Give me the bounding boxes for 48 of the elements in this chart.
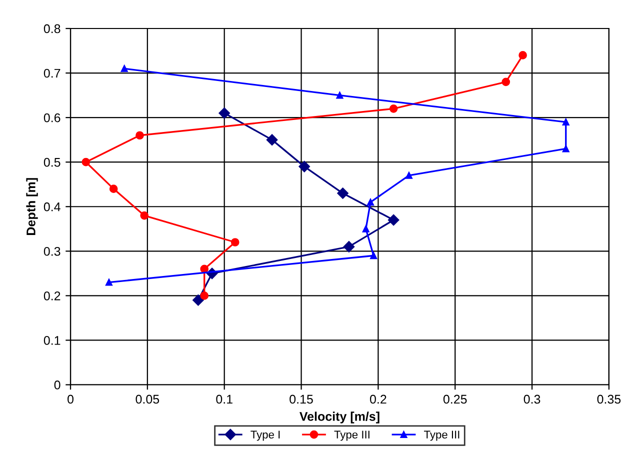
point [336, 92, 344, 99]
point [388, 214, 400, 226]
x-tick-label: 0.2 [370, 394, 386, 404]
legend-label: Type III [334, 430, 370, 441]
y-tick-label: 0 [54, 380, 60, 390]
point [518, 51, 527, 60]
point [82, 158, 90, 166]
point [362, 225, 370, 232]
point [192, 294, 204, 306]
point [298, 160, 310, 172]
point [136, 131, 144, 140]
x-axis-title: Velocity [m/s] [300, 412, 380, 424]
x-tick-label: 0.15 [290, 394, 313, 404]
y-tick-label: 0.2 [44, 291, 60, 300]
x-tick-label: 0.25 [443, 394, 467, 404]
y-tick-label: 0.1 [44, 336, 60, 345]
point [370, 252, 378, 260]
point [109, 184, 118, 193]
y-tick-label: 0.4 [44, 202, 60, 212]
point [405, 172, 412, 179]
point [337, 188, 348, 199]
point [200, 264, 209, 274]
point [140, 211, 149, 220]
y-tick-label: 0.6 [44, 113, 60, 122]
point [200, 292, 209, 300]
point [230, 238, 240, 246]
point [562, 145, 570, 152]
x-tick-label: 0.3 [524, 394, 540, 404]
legend-label: Type I [250, 430, 280, 441]
x-tick-label: 0.1 [216, 394, 232, 404]
y-axis-title: Depth [m] [26, 178, 38, 235]
y-tick-label: 0.3 [44, 246, 60, 256]
point [218, 108, 230, 119]
point [389, 104, 398, 113]
x-tick-label: 0 [68, 394, 74, 404]
point [105, 278, 112, 286]
point [343, 241, 355, 252]
legend-label: Type III [424, 430, 460, 441]
point [266, 134, 278, 146]
point [367, 198, 374, 206]
y-tick-label: 0.8 [44, 24, 60, 34]
point [120, 65, 128, 72]
point [562, 118, 570, 126]
y-tick-label: 0.7 [44, 68, 60, 78]
x-tick-label: 0.05 [136, 394, 160, 404]
point [502, 78, 510, 86]
x-tick-label: 0.35 [597, 394, 621, 404]
y-tick-label: 0.5 [44, 158, 60, 167]
